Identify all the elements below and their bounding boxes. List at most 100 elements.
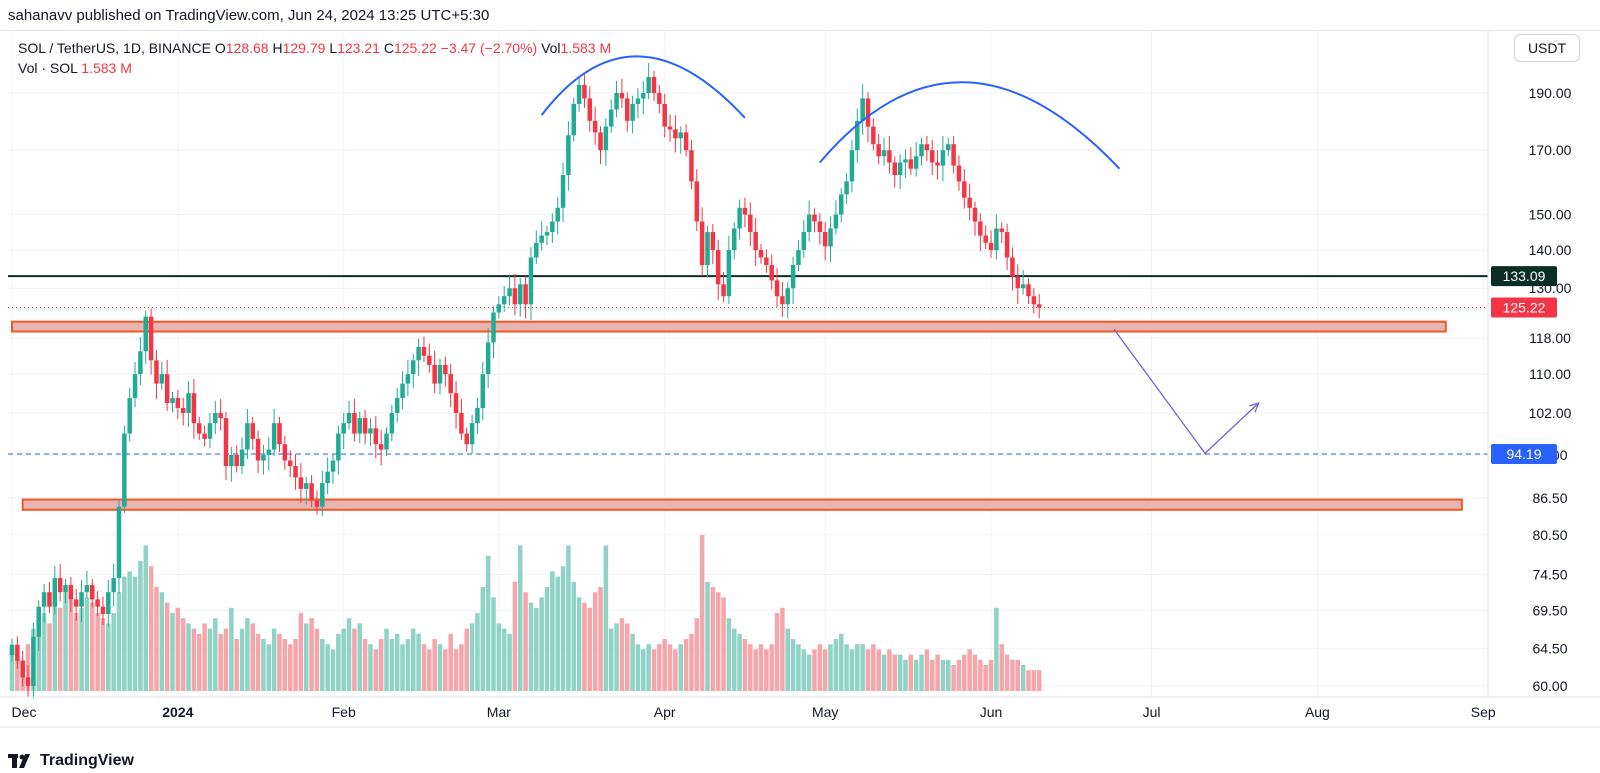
volume-bar xyxy=(790,639,796,691)
head-shoulder-arc[interactable] xyxy=(540,55,746,119)
volume-bar xyxy=(667,644,673,691)
candle-body xyxy=(36,606,41,637)
volume-bar xyxy=(758,644,764,691)
candle-body xyxy=(25,677,31,686)
volume-bar xyxy=(213,618,218,691)
candle-body xyxy=(207,423,213,439)
head-shoulder-arc[interactable] xyxy=(819,81,1121,170)
price-tick-label: 86.50 xyxy=(1532,490,1567,506)
candle-body xyxy=(277,423,282,445)
volume-bar xyxy=(919,654,924,691)
candle-body xyxy=(951,144,956,166)
candle-body xyxy=(154,360,159,384)
candle-body xyxy=(699,221,705,266)
high-label: H xyxy=(272,40,283,56)
price-marker[interactable] xyxy=(1491,297,1557,318)
candle-body xyxy=(592,120,598,133)
volume-bar xyxy=(828,644,833,691)
candle-body xyxy=(52,578,58,607)
volume-bar xyxy=(443,649,448,691)
candle-body xyxy=(598,132,603,151)
open-label: O xyxy=(214,40,226,56)
volume-indicator-label[interactable]: Vol · SOL xyxy=(18,60,78,76)
volume-bar xyxy=(796,644,801,691)
volume-bar xyxy=(566,545,571,691)
volume-bar xyxy=(453,649,459,691)
volume-bar xyxy=(384,628,389,691)
candle-body xyxy=(1004,232,1010,258)
support-zone[interactable] xyxy=(11,320,1447,333)
volume-bar xyxy=(57,607,63,691)
volume-bar xyxy=(1036,670,1042,691)
candle-body xyxy=(266,449,272,455)
candle-body xyxy=(84,585,90,593)
volume-bar xyxy=(266,644,272,691)
candle-body xyxy=(983,235,988,243)
price-marker[interactable] xyxy=(1491,266,1557,287)
price-marker[interactable] xyxy=(1491,443,1557,464)
candle-body xyxy=(667,126,673,130)
volume-bar xyxy=(732,628,737,691)
volume-bar xyxy=(138,561,143,691)
volume-bar xyxy=(427,649,432,691)
volume-bar xyxy=(972,654,978,691)
volume-bar xyxy=(673,649,678,691)
candle-body xyxy=(780,296,785,305)
volume-bar xyxy=(245,618,250,691)
volume-bar xyxy=(678,644,683,691)
tradingview-logo[interactable]: TradingView xyxy=(8,752,134,770)
candle-body xyxy=(630,103,635,121)
projection-arrow[interactable] xyxy=(1113,329,1259,455)
price-tick-label: 140.00 xyxy=(1529,242,1572,258)
volume-bar xyxy=(614,623,619,691)
price-marker-label: 125.22 xyxy=(1503,299,1546,315)
candle-body xyxy=(903,159,908,163)
candle-body xyxy=(721,284,726,297)
volume-bar xyxy=(159,592,165,691)
volume-bar xyxy=(197,633,202,691)
candle-body xyxy=(73,599,79,607)
price-marker-label: 133.09 xyxy=(1503,268,1546,284)
close-value: 125.22 xyxy=(393,40,437,56)
candle-body xyxy=(972,207,978,222)
volume-bar xyxy=(405,639,411,691)
candle-body xyxy=(416,346,421,361)
candle-body xyxy=(405,374,411,384)
volume-bar xyxy=(416,633,421,691)
volume-bar xyxy=(576,597,582,691)
volume-bar xyxy=(940,659,946,691)
candle-body xyxy=(753,232,758,251)
volume-bar xyxy=(560,566,566,691)
volume-bar xyxy=(47,623,52,691)
volume-line: Vol · SOL 1.583 M xyxy=(18,58,611,78)
candle-body xyxy=(999,228,1004,233)
candle-body xyxy=(865,98,871,127)
currency-button[interactable]: USDT xyxy=(1514,34,1580,62)
price-chart[interactable]: 190.00170.00150.00140.00130.00118.00110.… xyxy=(0,31,1600,750)
volume-bar xyxy=(218,633,223,691)
candle-body xyxy=(887,150,892,163)
volume-bar xyxy=(52,602,58,691)
candle-body xyxy=(180,407,186,413)
symbol-label[interactable]: SOL / TetherUS, 1D, BINANCE xyxy=(18,40,211,56)
volume-bar xyxy=(95,613,100,691)
volume-bar xyxy=(239,628,245,691)
candle-body xyxy=(287,460,293,467)
candle-body xyxy=(705,232,710,266)
volume-bar xyxy=(705,581,710,691)
candle-body xyxy=(908,159,914,169)
support-zone[interactable] xyxy=(21,498,1463,511)
volume-bar xyxy=(608,628,614,691)
candle-body xyxy=(512,288,518,305)
volume-bar xyxy=(63,592,68,691)
candle-body xyxy=(132,374,138,399)
close-label: C xyxy=(383,40,394,56)
candle-body xyxy=(946,144,951,151)
volume-bar xyxy=(785,628,790,691)
candle-body xyxy=(491,312,496,343)
candle-body xyxy=(293,466,298,478)
candle-body xyxy=(822,232,828,247)
candle-body xyxy=(57,578,63,593)
candle-body xyxy=(469,423,475,445)
volume-bar xyxy=(999,644,1004,691)
